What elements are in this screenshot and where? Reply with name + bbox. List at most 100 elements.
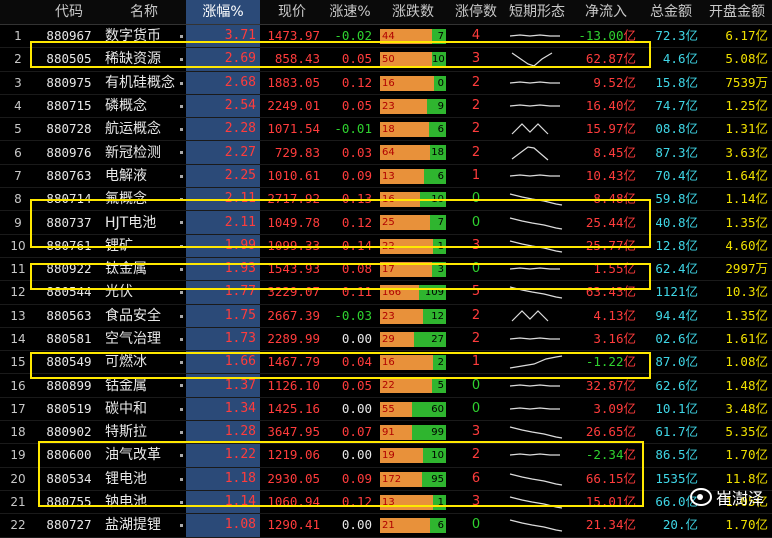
open-amount-value: 3.48: [725, 400, 756, 416]
table-row[interactable]: 19 880600 油气改革 1.22 1219.06 0.00 19 10 2 -2.34亿 86…: [0, 443, 772, 468]
sector-name[interactable]: 空气治理: [102, 327, 186, 352]
trend-path: [509, 426, 563, 439]
unit-yi: 亿: [623, 261, 636, 277]
header-code[interactable]: 代码: [36, 0, 102, 25]
current-price: 1071.54: [260, 117, 324, 142]
table-row[interactable]: 7 880763 电解液 2.25 1010.61 0.09 13 6 1 10.43亿 70.4亿…: [0, 164, 772, 189]
current-price: 2249.01: [260, 94, 324, 119]
sector-name[interactable]: 航运概念: [102, 117, 186, 142]
table-row[interactable]: 13 880563 食品安全 1.75 2667.39 -0.03 23 12 2 4.13亿 94…: [0, 304, 772, 328]
table-row[interactable]: 16 880899 钴金属 1.37 1126.10 0.05 22 5 0 32.87亿 62.6…: [0, 373, 772, 398]
table-row[interactable]: 2 880505 稀缺资源 2.69 858.43 0.05 50 10 3 62.87亿 4.6亿…: [0, 47, 772, 72]
unit-yi: 亿: [685, 51, 698, 67]
net-inflow-value: -2.34: [585, 447, 624, 463]
sector-name[interactable]: 有机硅概念: [102, 71, 186, 95]
open-amount-value: 1.70: [725, 517, 756, 533]
table-row[interactable]: 17 880519 碳中和 1.34 1425.16 0.00 55 60 0 3.09亿 10.1…: [0, 397, 772, 422]
unit-yi: 亿: [685, 400, 698, 416]
open-amount-value: 1.05: [725, 494, 756, 510]
table-row[interactable]: 20 880534 锂电池 1.18 2930.05 0.09 172 95 6 66.15亿 15…: [0, 467, 772, 491]
row-index: 2: [0, 47, 36, 72]
sector-name[interactable]: 特斯拉: [102, 420, 186, 445]
table-row[interactable]: 18 880902 特斯拉 1.28 3647.95 0.07 91 99 3 26.65亿 61.…: [0, 420, 772, 445]
unit-yi: 亿: [623, 400, 636, 416]
table-row[interactable]: 8 880714 氟概念 2.11 2717.92 0.13 16 10 0 8.48亿 59.8亿…: [0, 187, 772, 212]
header-price[interactable]: 现价: [260, 0, 324, 25]
row-index: 7: [0, 164, 36, 189]
table-row[interactable]: 5 880728 航运概念 2.28 1071.54 -0.01 18 6 2 15.97亿 08.…: [0, 117, 772, 142]
updown-bar-fill: 16 2: [380, 355, 446, 371]
row-index: 12: [0, 280, 36, 305]
current-price: 1219.06: [260, 443, 324, 468]
sector-name[interactable]: 电解液: [102, 164, 186, 189]
header-open-amount[interactable]: 开盘金额: [702, 0, 772, 25]
sector-name[interactable]: HJT电池: [102, 210, 186, 235]
unit-yi: 亿: [623, 470, 636, 486]
sector-name[interactable]: 油气改革: [102, 443, 186, 468]
trend-path: [509, 104, 560, 107]
trend-line-down: [509, 216, 563, 230]
sector-name[interactable]: 磷概念: [102, 94, 186, 119]
table-row[interactable]: 3 880975 有机硅概念 2.68 1883.05 0.12 16 0 2 9.52亿 15.8…: [0, 71, 772, 95]
table-row[interactable]: 14 880581 空气治理 1.73 2289.99 0.00 29 27 2 3.16亿 02.…: [0, 327, 772, 352]
change-pct: 2.25: [186, 164, 260, 189]
net-inflow: 10.43亿: [572, 164, 640, 189]
down-count: 1: [433, 238, 446, 254]
sector-name[interactable]: 稀缺资源: [102, 47, 186, 72]
change-pct: 1.34: [186, 397, 260, 422]
total-amount: 20.亿: [640, 513, 702, 538]
header-speed[interactable]: 涨速%: [324, 0, 376, 25]
net-inflow: 3.16亿: [572, 327, 640, 352]
table-row[interactable]: 6 880976 新冠检测 2.27 729.83 0.03 64 18 2 8.45亿 87.3亿…: [0, 140, 772, 165]
header-name[interactable]: 名称: [102, 0, 186, 25]
sector-name[interactable]: 食品安全: [102, 304, 186, 328]
sector-name[interactable]: 盐湖提锂: [102, 513, 186, 538]
updown-bar: 22 5: [376, 373, 450, 398]
table-row[interactable]: 10 880761 锂矿 1.99 1099.33 0.14 22 1 3 25.77亿 12.8亿…: [0, 234, 772, 258]
table-row[interactable]: 22 880727 盐湖提锂 1.08 1290.41 0.00 21 6 0 21.34亿 20.…: [0, 513, 772, 538]
table-row[interactable]: 15 880549 可燃冰 1.66 1467.79 0.04 16 2 1 -1.22亿 87.0…: [0, 350, 772, 375]
sector-name[interactable]: 光伏: [102, 280, 186, 305]
header-netflow[interactable]: 净流入: [572, 0, 640, 25]
net-inflow: 66.15亿: [572, 467, 640, 491]
current-price: 2289.99: [260, 327, 324, 352]
down-count: 2: [432, 355, 446, 371]
sector-name[interactable]: 锂电池: [102, 467, 186, 491]
open-amount: 1.31亿: [702, 117, 772, 142]
table-row[interactable]: 9 880737 HJT电池 2.11 1049.78 0.12 25 7 0 25.44亿 40.…: [0, 210, 772, 235]
sector-name[interactable]: 锂矿: [102, 234, 186, 258]
header-updown[interactable]: 涨跌数: [376, 0, 450, 25]
unit-yi: 亿: [755, 167, 768, 183]
sector-name[interactable]: 钛金属: [102, 257, 186, 282]
sector-name[interactable]: 钴金属: [102, 373, 186, 398]
header-amount[interactable]: 总金额: [640, 0, 702, 25]
sector-name[interactable]: 氟概念: [102, 187, 186, 212]
down-count: 60: [411, 401, 446, 417]
header-change-pct[interactable]: 涨幅%: [186, 0, 260, 25]
current-price: 1473.97: [260, 24, 324, 49]
header-trend[interactable]: 短期形态: [502, 0, 572, 25]
table-row[interactable]: 4 880715 磷概念 2.54 2249.01 0.05 23 9 2 16.40亿 74.7亿…: [0, 94, 772, 119]
row-index: 17: [0, 397, 36, 422]
total-amount-value: 61.7: [655, 424, 686, 440]
sector-name[interactable]: 新冠检测: [102, 140, 186, 165]
updown-bar: 21 6: [376, 513, 450, 538]
trend-line-v: [511, 52, 553, 68]
table-row[interactable]: 11 880922 钛金属 1.93 1543.93 0.08 17 3 0 1.55亿 62.4亿…: [0, 257, 772, 282]
limit-up-count: 5: [450, 280, 502, 305]
sector-name[interactable]: 数字货币: [102, 24, 186, 49]
open-amount: 7539万: [702, 71, 772, 95]
table-row[interactable]: 12 880544 光伏 1.77 3229.07 0.11 166 109 5 63.43亿 11…: [0, 280, 772, 305]
sector-name[interactable]: 钠电池: [102, 490, 186, 515]
sector-name[interactable]: 可燃冰: [102, 350, 186, 375]
sector-name[interactable]: 碳中和: [102, 397, 186, 422]
table-row[interactable]: 21 880755 钠电池 1.14 1060.94 0.12 13 1 3 15.01亿 66.0…: [0, 490, 772, 515]
header-limit-up[interactable]: 涨停数: [450, 0, 502, 25]
rise-speed: 0.00: [324, 397, 376, 422]
unit-yi: 亿: [755, 284, 768, 300]
net-inflow: 8.45亿: [572, 140, 640, 165]
table-row[interactable]: 1 880967 数字货币 3.71 1473.97 -0.02 44 7 4 -13.00亿 72…: [0, 24, 772, 49]
rise-speed: 0.04: [324, 350, 376, 375]
unit-yi: 亿: [623, 167, 636, 183]
open-amount-value: 1.61: [725, 331, 756, 346]
